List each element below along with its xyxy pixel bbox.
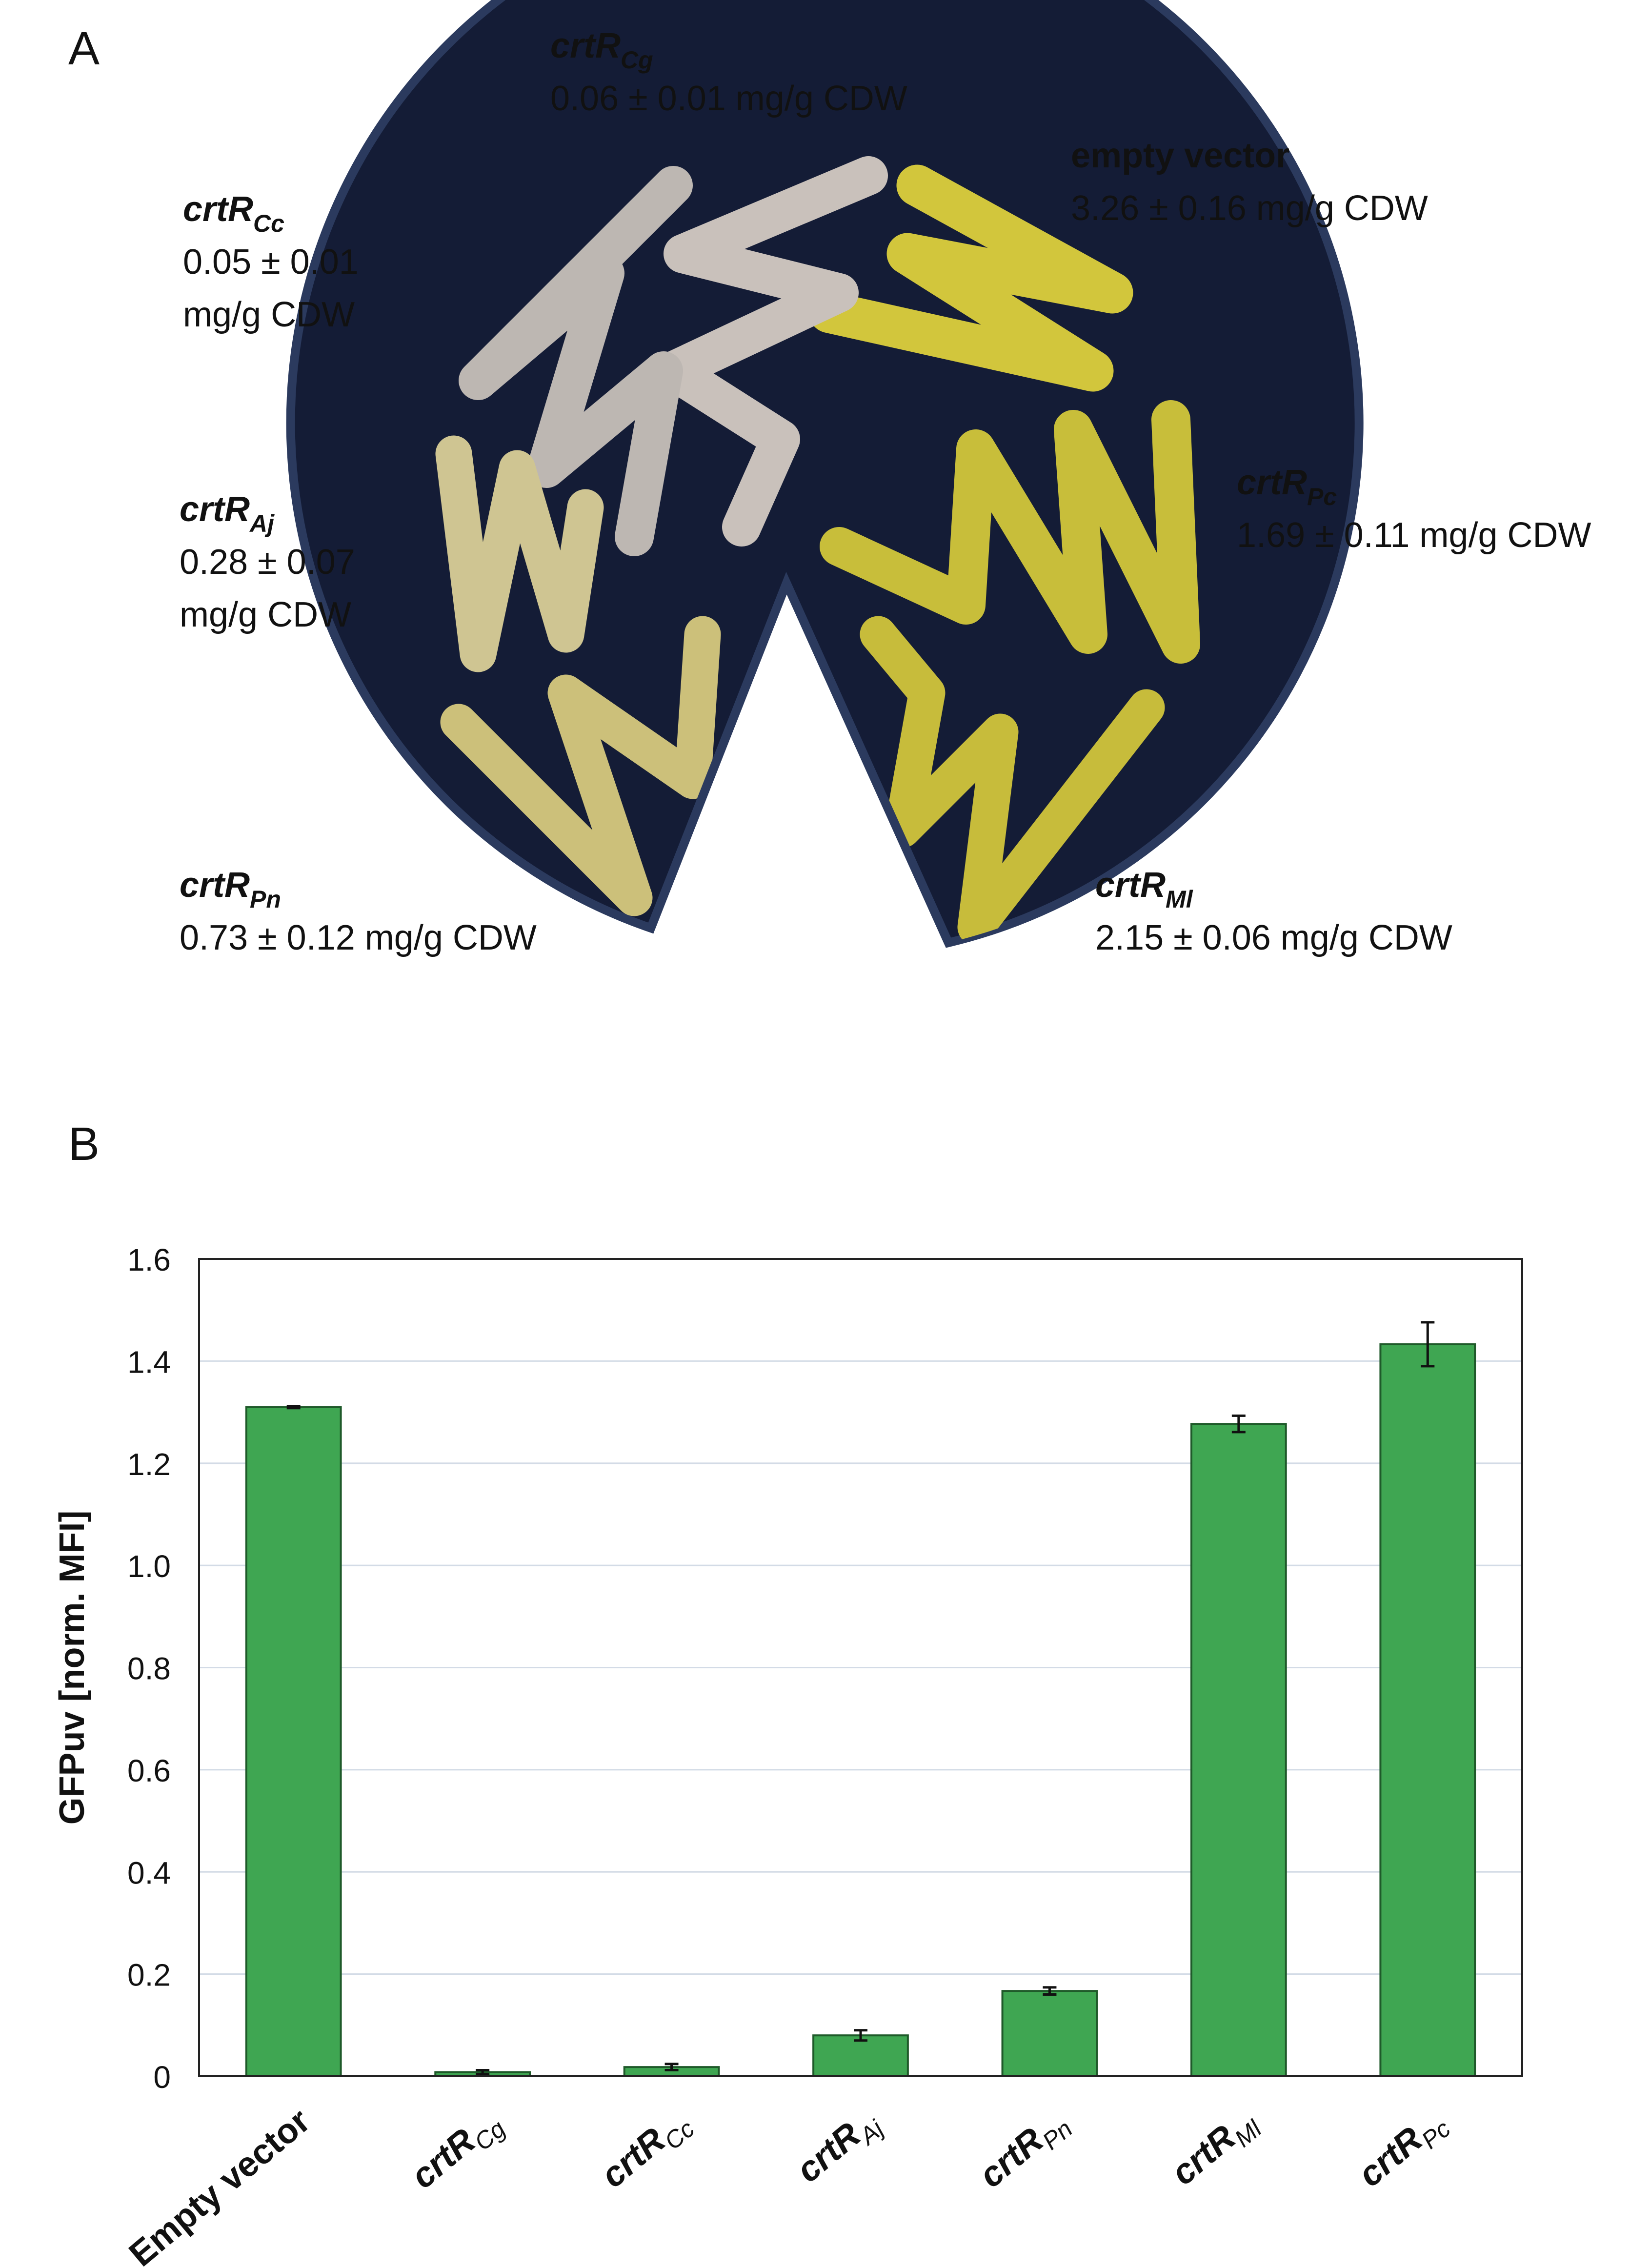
plate-label-crtr-ml: crtRMl 2.15 ± 0.06 mg/g CDW — [1095, 859, 1452, 964]
error-bar — [1421, 1321, 1435, 1368]
plate-label-gene: crtR — [1095, 866, 1166, 905]
error-bar — [286, 1405, 301, 1410]
bar — [812, 2034, 909, 2077]
x-tick-label: crtRPn — [972, 2101, 1078, 2200]
plot-area-frame — [198, 1258, 1523, 2077]
plate-label-value: 0.05 ± 0.01 — [183, 243, 359, 282]
plate-label-crtr-cg: crtRCg 0.06 ± 0.01 mg/g CDW — [550, 20, 907, 125]
y-tick-label: 1.2 — [127, 1447, 171, 1482]
x-tick-label-main: crtR — [1164, 2118, 1243, 2193]
plate-label-gene: crtR — [550, 26, 621, 65]
plate-label-gene: crtR — [180, 490, 250, 529]
bar — [1379, 1343, 1476, 2077]
x-tick-label-subscript: Aj — [853, 2114, 889, 2151]
agar-plate-photo — [286, 0, 1364, 948]
bar — [434, 2071, 531, 2077]
plate-label-subscript: Ml — [1166, 886, 1193, 913]
plate-label-gene: empty vector — [1071, 136, 1290, 175]
x-tick-label-main: crtR — [1351, 2119, 1430, 2194]
plate-label-value: 3.26 ± 0.16 mg/g CDW — [1071, 189, 1428, 228]
x-tick-label: crtRAj — [789, 2101, 889, 2195]
x-tick-label-main: crtR — [403, 2121, 483, 2196]
plate-label-subscript: Aj — [250, 510, 275, 537]
wedge-edge-right — [782, 581, 953, 945]
x-tick-label-subscript: Pn — [1037, 2115, 1078, 2155]
x-tick-label-subscript: Pc — [1416, 2115, 1456, 2154]
error-bar — [854, 2029, 867, 2042]
x-tick-label: crtRPc — [1351, 2101, 1456, 2199]
x-tick-label: crtRCc — [594, 2101, 700, 2200]
bar — [245, 1406, 342, 2077]
plate-label-value: 2.15 ± 0.06 mg/g CDW — [1095, 918, 1452, 957]
error-bar — [664, 2063, 679, 2071]
bar — [1001, 1990, 1098, 2077]
x-tick-label: crtRCg — [403, 2101, 510, 2201]
error-bar — [1043, 1986, 1057, 1996]
plate-label-subscript: Cc — [253, 210, 284, 237]
y-tick-label: 0 — [153, 2060, 171, 2095]
plate-label-value: 0.73 ± 0.12 mg/g CDW — [180, 918, 537, 957]
y-tick-label: 0.2 — [127, 1958, 171, 1993]
x-tick-label: crtRMl — [1164, 2101, 1268, 2198]
plate-label-crtr-cc: crtRCc 0.05 ± 0.01 mg/g CDW — [183, 183, 359, 341]
x-tick-label-main: crtR — [789, 2115, 868, 2190]
y-tick-label: 1.4 — [127, 1344, 171, 1379]
plate-label-subscript: Cg — [621, 46, 653, 74]
plate-label-value: mg/g CDW — [180, 595, 352, 634]
x-tick-label-main: Empty vector — [122, 2101, 318, 2268]
plate-label-crtr-pc: crtRPc 1.69 ± 0.11 mg/g CDW — [1237, 456, 1591, 562]
plate-label-crtr-aj: crtRAj 0.28 ± 0.07 mg/g CDW — [180, 483, 355, 641]
plate-label-gene: crtR — [183, 190, 254, 229]
panel-label-b: B — [68, 1118, 100, 1170]
x-tick-label-subscript: Cg — [469, 2115, 511, 2156]
streak-empty-vector — [808, 164, 1133, 392]
plate-label-crtr-pn: crtRPn 0.73 ± 0.12 mg/g CDW — [180, 859, 537, 964]
bar — [1190, 1423, 1287, 2077]
wedge-edge-left — [646, 581, 791, 930]
streak-crtr-cc — [459, 166, 693, 556]
error-bar — [476, 2068, 490, 2076]
error-bar — [1231, 1414, 1246, 1434]
streak-crtr-pn — [440, 616, 721, 916]
x-tick-label: Empty vector — [122, 2101, 318, 2268]
plate-label-value: 0.28 ± 0.07 — [180, 543, 355, 582]
plate-label-subscript: Pn — [250, 886, 281, 913]
bar — [623, 2066, 720, 2077]
streak-crtr-ml — [860, 616, 1165, 943]
plate-label-value: 0.06 ± 0.01 mg/g CDW — [550, 79, 907, 118]
plate-label-gene: crtR — [180, 866, 250, 905]
y-tick-label: 0.8 — [127, 1651, 171, 1686]
x-tick-label-subscript: Ml — [1229, 2114, 1268, 2152]
plate-label-value: mg/g CDW — [183, 295, 355, 334]
plate-label-gene: crtR — [1237, 463, 1308, 502]
y-tick-label: 1.6 — [127, 1242, 171, 1277]
streak-crtr-pc — [820, 400, 1200, 664]
x-tick-label-main: crtR — [972, 2120, 1051, 2195]
plate-label-value: 1.69 ± 0.11 mg/g CDW — [1237, 516, 1591, 555]
y-tick-label: 0.6 — [127, 1753, 171, 1788]
x-tick-label-main: crtR — [594, 2120, 673, 2195]
plate-label-empty-vector: empty vector 3.26 ± 0.16 mg/g CDW — [1071, 129, 1428, 235]
x-tick-label-subscript: Cc — [659, 2115, 700, 2155]
plate-label-subscript: Pc — [1307, 483, 1337, 510]
panel-label-a: A — [68, 22, 100, 75]
streak-crtr-aj — [435, 435, 604, 672]
y-tick-label: 0.4 — [127, 1855, 171, 1890]
y-tick-label: 1.0 — [127, 1549, 171, 1584]
y-axis-label: GFPuv [norm. MFI] — [53, 1511, 92, 1825]
streak-crtr-cg — [654, 156, 888, 547]
